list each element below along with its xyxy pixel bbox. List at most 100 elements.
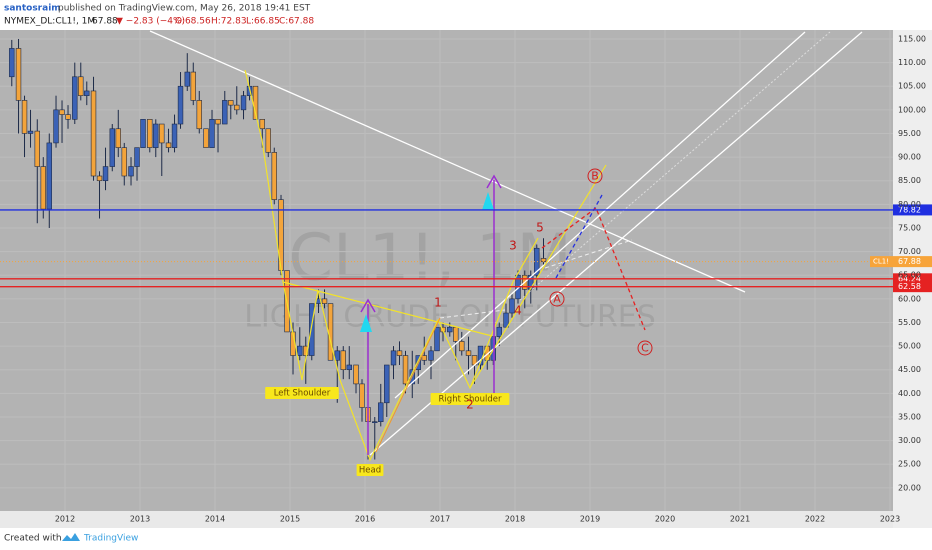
wave-line (244, 69, 539, 462)
y-tick-label: 65.00 (898, 271, 921, 280)
neckline (282, 281, 493, 337)
y-tick-label: 70.00 (898, 247, 921, 256)
published: published on TradingView.com, May 26, 20… (58, 4, 311, 14)
channel-mid (519, 31, 831, 301)
candle-body (271, 152, 277, 200)
high: H:72.83 (211, 17, 247, 27)
candle-body (353, 364, 359, 385)
candle-body (265, 128, 271, 153)
candle-body (40, 166, 46, 210)
candle-body (240, 95, 247, 111)
candle-body (90, 90, 97, 177)
annotation: 2 (466, 398, 474, 412)
candles (9, 38, 547, 460)
candle-body (459, 341, 465, 352)
x-tick-label: 2012 (55, 515, 75, 524)
candle-body (234, 104, 240, 111)
candle-body (509, 298, 515, 314)
x-axis-strip (0, 511, 893, 528)
annotation-circle (549, 291, 565, 307)
annotation: C (641, 342, 649, 355)
candle-body (190, 71, 196, 101)
candle-body (453, 326, 459, 342)
candle-body (378, 402, 384, 422)
y-tick-label: 75.00 (898, 223, 921, 232)
annotation: Head (359, 466, 381, 476)
close: C:67.88 (279, 17, 314, 27)
y-tick-label: 95.00 (898, 129, 921, 138)
annotation-box (430, 393, 510, 405)
trend-line (149, 30, 746, 293)
annotation-circle (637, 340, 653, 356)
candle-body (109, 128, 115, 167)
candle-body (96, 175, 103, 182)
x-tick-label: 2016 (355, 515, 375, 524)
channel-line (394, 31, 806, 399)
footer-created: Created with (4, 534, 62, 544)
low: L:66.85 (246, 17, 280, 27)
change: ▼ −2.83 (−4%) (116, 17, 185, 27)
symbol: NYMEX_DL:CL1!, 1M (4, 17, 95, 27)
target-arrow-head (486, 174, 502, 189)
y-tick-label: 115.00 (898, 34, 926, 43)
footer-brand: TradingView (83, 534, 138, 544)
y-tick-label: 110.00 (898, 58, 926, 67)
annotation: 1 (434, 296, 442, 310)
price-label: 78.82 (898, 205, 921, 214)
annotation-box (356, 464, 384, 476)
candle-body (9, 48, 15, 78)
candle-body (165, 142, 172, 148)
candle-body (171, 123, 178, 148)
price-label: 64.24 (898, 274, 921, 283)
candle-body (421, 355, 427, 361)
candle-body (65, 114, 71, 120)
x-tick-label: 2014 (205, 515, 225, 524)
candle-body (147, 119, 153, 148)
wave-line (375, 317, 441, 453)
candle-body (215, 119, 221, 125)
price-label-box (893, 256, 932, 268)
drawings (149, 30, 863, 462)
candle-body (102, 166, 109, 182)
candle-body (503, 312, 509, 328)
y-tick-label: 55.00 (898, 318, 921, 327)
candle-body (128, 166, 134, 177)
channel-line (369, 31, 863, 456)
logo (62, 533, 80, 541)
candle-body (21, 100, 28, 134)
price-label: 67.88 (898, 257, 921, 266)
cyan-arrow (360, 314, 372, 332)
x-tick-label: 2013 (130, 515, 150, 524)
last-price: 67.88 (92, 17, 118, 27)
candle-body (159, 123, 165, 144)
candle-body (346, 364, 352, 371)
candle-body (390, 350, 397, 366)
x-tick-label: 2023 (880, 515, 900, 524)
projection-line (469, 164, 607, 389)
candle-body (46, 142, 52, 210)
y-tick-label: 20.00 (898, 483, 921, 492)
candle-body (372, 421, 378, 423)
candle-body (297, 345, 303, 356)
dashed-line (439, 309, 506, 319)
candle-body (115, 128, 121, 148)
annotation-box (265, 387, 339, 399)
cyan-arrow (482, 192, 494, 210)
y-tick-label: 60.00 (898, 294, 921, 303)
x-tick-label: 2021 (730, 515, 750, 524)
candle-body (340, 350, 346, 371)
symbol-label-box (870, 256, 893, 268)
candle-body (34, 130, 40, 167)
annotation: Left Shoulder (274, 389, 331, 399)
price-label-box (893, 281, 932, 293)
candle-body (321, 298, 328, 304)
candle-body (359, 383, 365, 408)
price-label: 62.58 (898, 282, 921, 291)
annotation-circle (587, 168, 603, 184)
annotation: 3 (509, 239, 517, 253)
candle-body (72, 76, 78, 120)
candle-body (428, 350, 434, 361)
candle-body (27, 130, 34, 134)
